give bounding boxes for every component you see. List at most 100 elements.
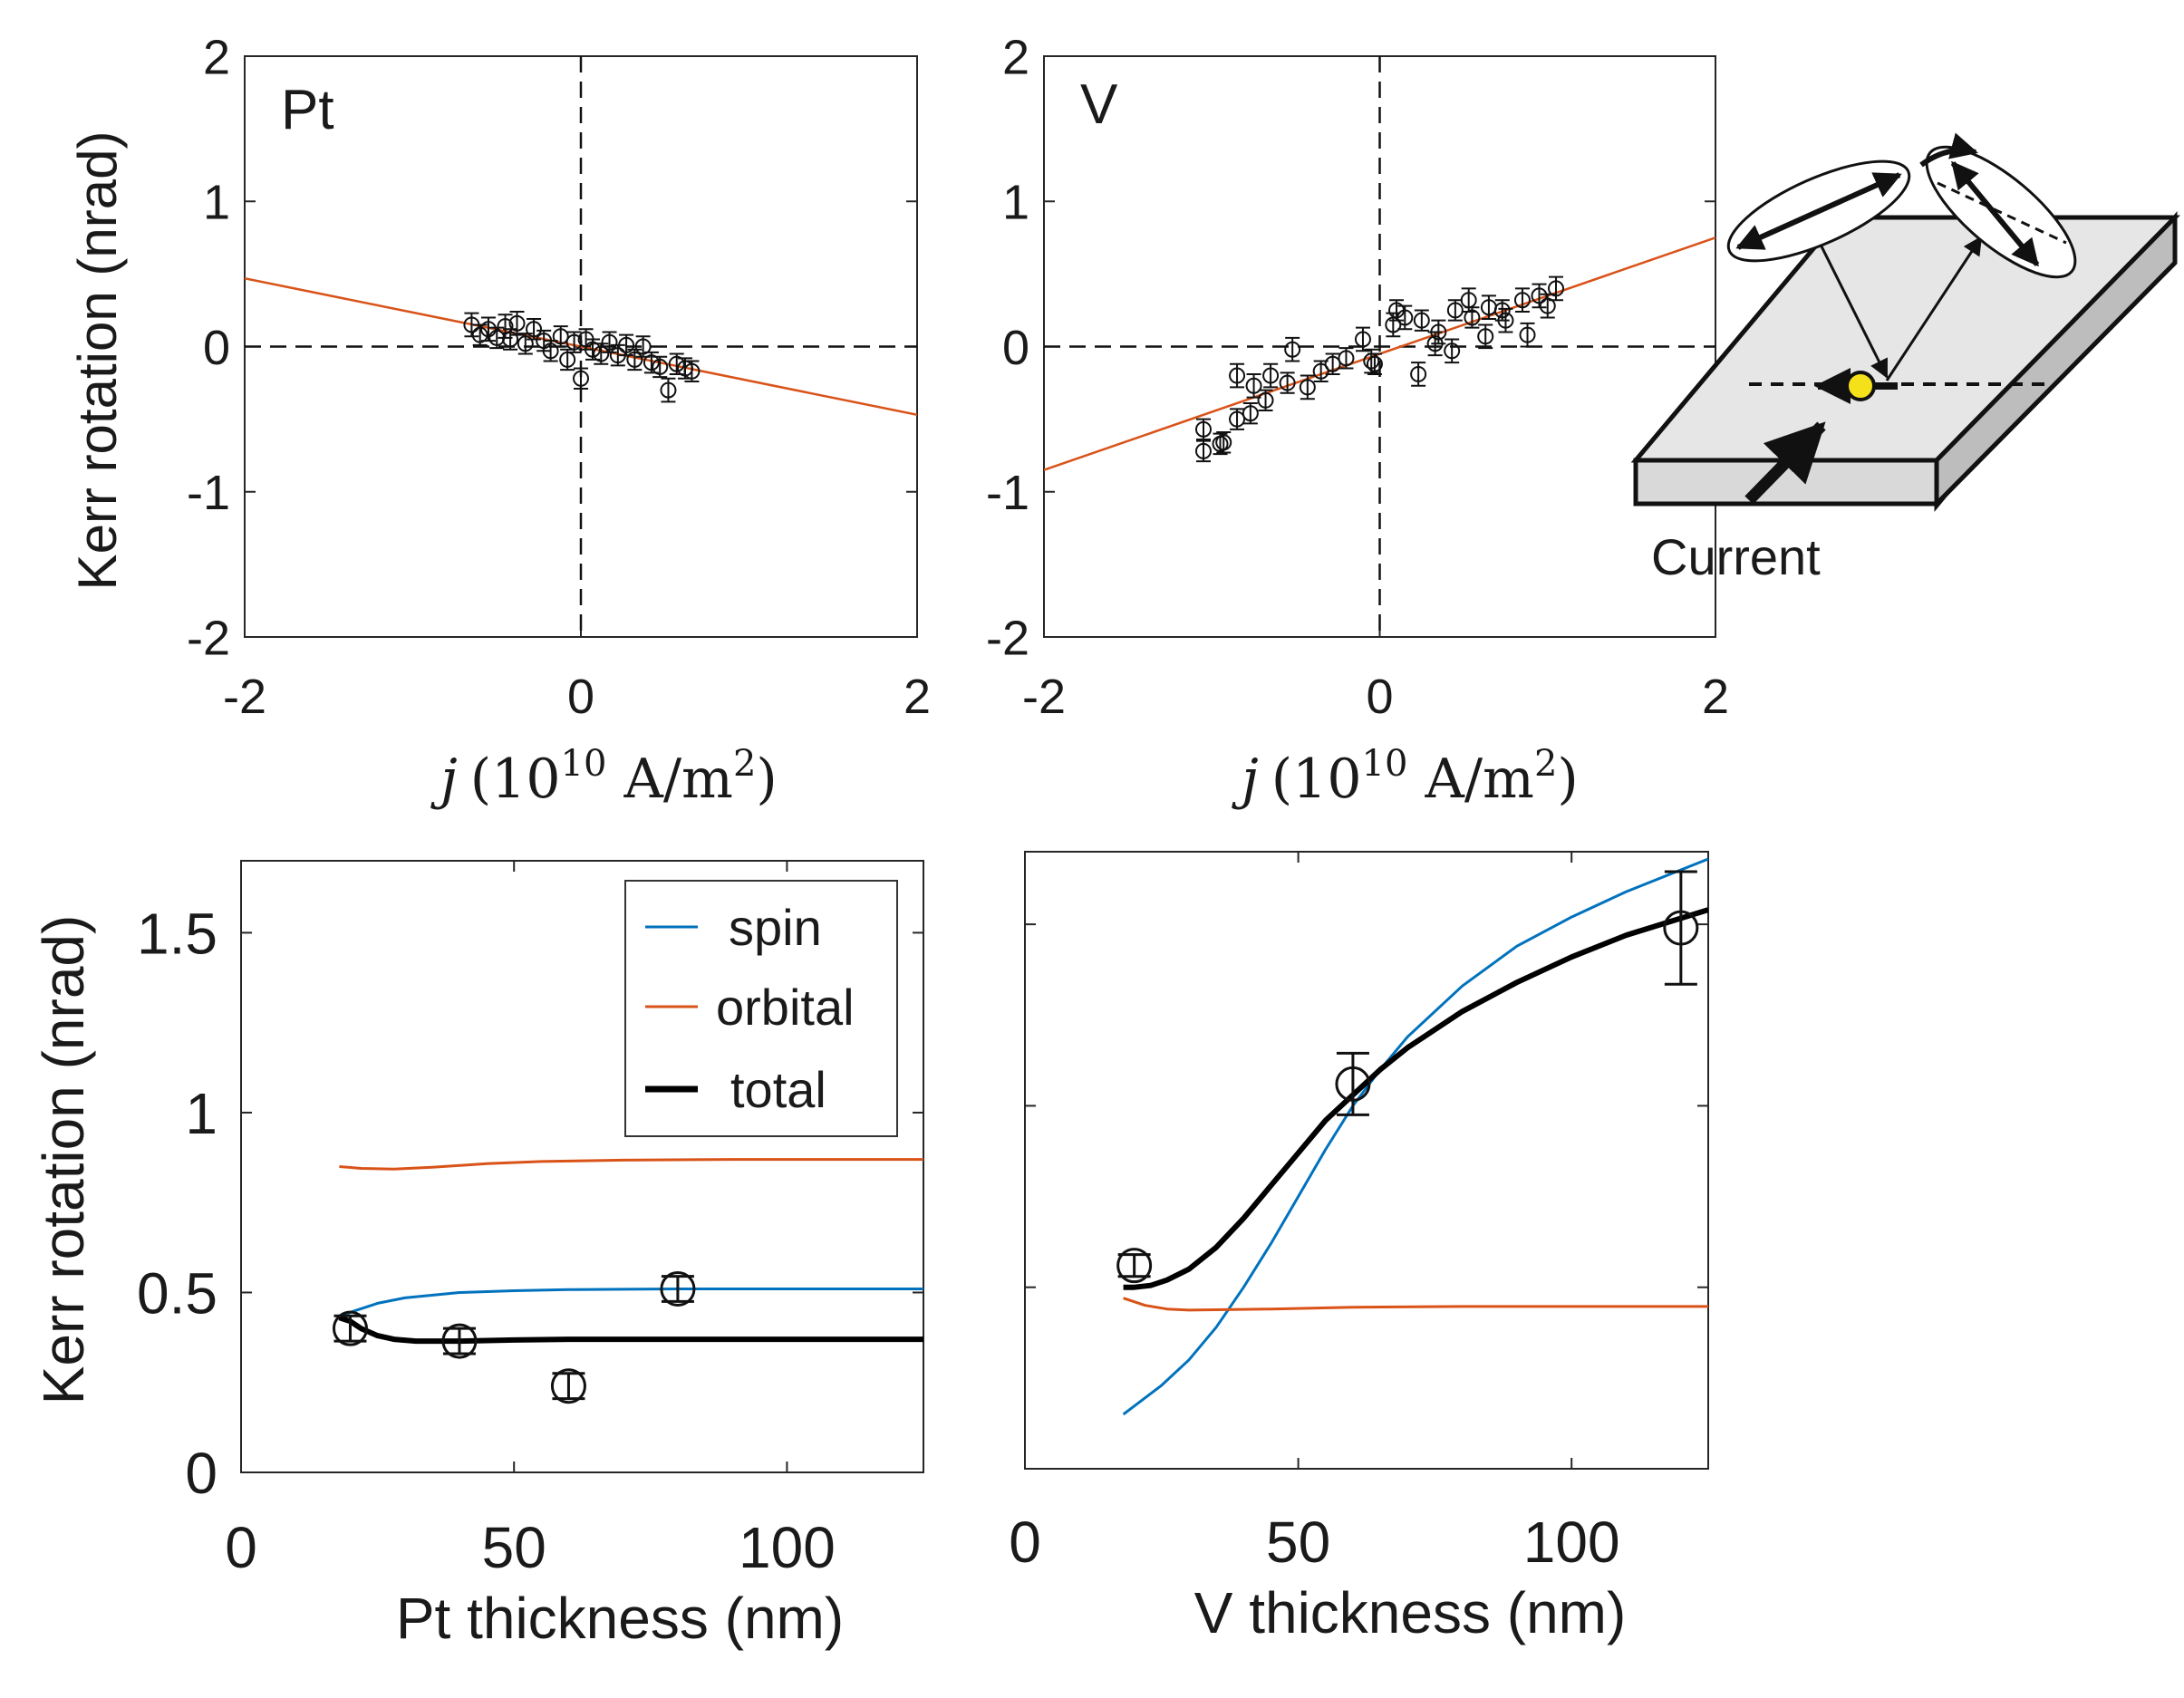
- data-point: [1194, 442, 1212, 459]
- data-point: [502, 331, 519, 348]
- current-arrow: [1744, 421, 1826, 505]
- data-point: [618, 336, 635, 353]
- data-point: [1413, 312, 1430, 329]
- data-point: [1366, 355, 1383, 372]
- series-line-spin: [1122, 857, 1708, 1416]
- data-point: [1335, 1066, 1371, 1102]
- rotation-arrow: [1919, 132, 1978, 168]
- ylabel-bottom: Kerr rotation (nrad): [31, 915, 96, 1405]
- chart-pt-thickness: 0 50 100 0 0.5 1 1.5: [137, 860, 924, 1580]
- data-point: [652, 358, 669, 375]
- y-tick-label: -2: [187, 611, 230, 665]
- data-point: [1430, 323, 1447, 341]
- data-point: [1446, 302, 1464, 319]
- legend-label-total: total: [730, 1061, 826, 1118]
- data-point: [565, 333, 583, 351]
- data-point: [526, 321, 543, 338]
- data-point: [584, 341, 601, 358]
- data-point: [1338, 350, 1355, 367]
- legend-label-spin: spin: [729, 899, 822, 956]
- data-point: [508, 314, 526, 332]
- data-point: [1257, 391, 1274, 409]
- data-point: [626, 351, 643, 368]
- x-tick-label: -2: [223, 670, 266, 724]
- data-point: [593, 345, 610, 362]
- data-point: [1324, 355, 1341, 372]
- y-tick-label: 0: [203, 321, 230, 375]
- data-point: [643, 354, 660, 371]
- device-schematic: Current: [1630, 132, 2180, 585]
- data-point: [1493, 302, 1511, 319]
- data-point: [517, 335, 534, 352]
- y-tick-label: 1: [1002, 176, 1029, 230]
- data-point: [1312, 362, 1329, 380]
- y-tick-label: 1: [185, 1081, 217, 1146]
- x-tick-label: 0: [1366, 670, 1393, 724]
- data-point: [1513, 292, 1531, 309]
- data-point: [660, 1271, 696, 1307]
- xlabel-v-current: j (1010 A/m2): [1232, 743, 1579, 811]
- reflected-polarization-arrow: [1950, 160, 2040, 267]
- data-point: [1229, 367, 1246, 384]
- data-point: [668, 355, 685, 372]
- plot-area: [332, 1158, 923, 1404]
- data-point: [1410, 365, 1427, 382]
- x-tick-label: -2: [1022, 670, 1066, 724]
- panel-label-v: V: [1080, 73, 1118, 136]
- data-point: [1519, 326, 1536, 343]
- data-point: [1116, 1248, 1153, 1284]
- slab-side-right: [1934, 211, 2178, 510]
- x-tick-label: 50: [1266, 1510, 1330, 1575]
- series-line-orbital: [1123, 1297, 1708, 1312]
- data-point: [332, 1310, 368, 1346]
- data-point: [1548, 280, 1565, 297]
- series-line-spin: [338, 1288, 923, 1319]
- data-point: [542, 342, 559, 360]
- data-point: [1242, 405, 1259, 422]
- data-point: [1444, 342, 1461, 360]
- incident-polarization-arrow: [1735, 172, 1902, 250]
- data-point: [479, 321, 497, 338]
- data-point: [441, 1323, 478, 1359]
- y-tick-label: -1: [187, 466, 230, 520]
- legend: spin orbital total: [624, 880, 898, 1137]
- y-tick-label: 1: [203, 176, 230, 230]
- x-tick-label: 100: [739, 1515, 836, 1580]
- data-point: [552, 328, 569, 345]
- panel-label-pt: Pt: [281, 79, 334, 141]
- y-tick-label: 2: [1002, 30, 1029, 84]
- chart-v-thickness: 0 50 100: [1009, 851, 1709, 1575]
- data-point: [1194, 420, 1212, 438]
- plot-area: [245, 56, 917, 637]
- y-tick-label: 0.5: [137, 1261, 217, 1327]
- chart-v-current: -2 0 2 -2 -1 0 1 2: [986, 30, 1729, 724]
- data-point: [1245, 377, 1262, 394]
- data-point: [1663, 910, 1699, 946]
- plot-area: [1116, 857, 1708, 1416]
- y-tick-label: -2: [986, 611, 1029, 665]
- data-point: [1262, 367, 1280, 384]
- data-point: [573, 370, 589, 387]
- x-tick-label: 2: [904, 670, 931, 724]
- y-tick-label: 0: [1002, 321, 1029, 375]
- data-point: [1284, 341, 1301, 358]
- y-tick-label: 1.5: [137, 901, 217, 966]
- plot-frame: [240, 860, 924, 1473]
- plot-frame: [1024, 851, 1709, 1470]
- data-point: [1215, 434, 1232, 451]
- x-tick-label: 0: [567, 670, 594, 724]
- series-line-total: [1123, 907, 1708, 1290]
- data-point: [1531, 287, 1548, 304]
- xlabel-pt-thickness: Pt thickness (nm): [396, 1586, 844, 1651]
- plot-area: [1044, 56, 1715, 637]
- data-point: [550, 1368, 586, 1404]
- data-point: [1396, 309, 1414, 326]
- data-point: [1279, 374, 1296, 391]
- x-tick-label: 0: [225, 1515, 257, 1580]
- chart-pt-current: -2 0 2 -2 -1 0 1 2: [187, 30, 931, 724]
- accumulation-dot: [1845, 371, 1876, 401]
- y-tick-label: 0: [185, 1441, 217, 1506]
- data-point: [1464, 309, 1481, 326]
- data-point: [471, 326, 488, 343]
